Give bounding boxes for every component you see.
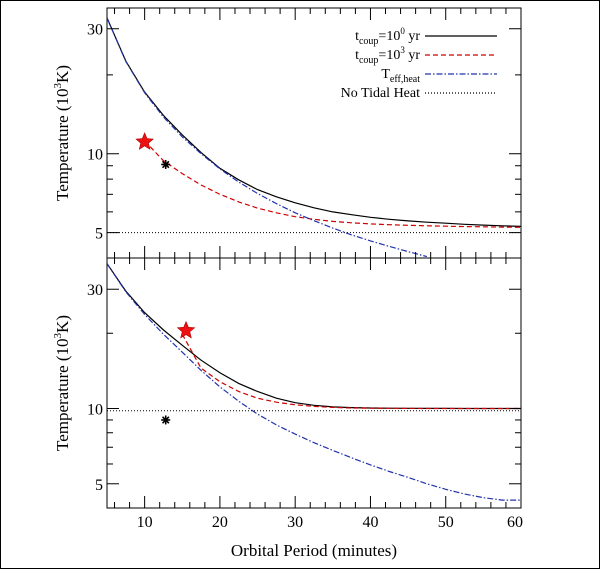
xtick-label-4: 50 <box>438 514 454 531</box>
top-ytick-label-2: 30 <box>87 22 103 39</box>
xtick-label-1: 20 <box>212 514 228 531</box>
bottom-series-line-2 <box>107 263 521 501</box>
bottom-series-group <box>107 263 521 501</box>
top-ticks-group: 5 10 30 <box>87 8 522 258</box>
bottom-y-axis-label: Temperature (103K) <box>52 315 72 451</box>
top-star-marker <box>135 132 154 150</box>
bottom-ytick-label-1: 10 <box>87 402 103 419</box>
top-series-group <box>107 17 521 258</box>
bottom-plot-frame <box>106 257 522 509</box>
bottom-star-marker <box>176 320 196 339</box>
xtick-label-5: 60 <box>507 514 523 531</box>
x-axis-label: Orbital Period (minutes) <box>231 541 397 560</box>
xtick-label-0: 10 <box>137 514 153 531</box>
top-asterisk-marker <box>161 159 171 169</box>
bottom-series-line-1 <box>181 334 521 410</box>
bottom-markers-group <box>161 320 196 425</box>
top-ytick-label-1: 10 <box>87 147 103 164</box>
bottom-asterisk-marker <box>161 415 171 425</box>
top-series-line-2 <box>107 17 428 258</box>
legend-label-3: No Tidal Heat <box>341 86 420 101</box>
bottom-ytick-label-2: 30 <box>87 282 103 299</box>
bottom-ticks-group: 5 10 30 10 20 30 40 50 60 <box>87 258 523 531</box>
top-series-line-1 <box>144 140 521 228</box>
bottom-ytick-label-0: 5 <box>95 477 103 494</box>
legend-label-1: tcoup=103 yr <box>355 45 420 66</box>
legend-entry-3: No Tidal Heat <box>341 86 497 101</box>
legend-box <box>313 22 509 98</box>
top-ytick-label-0: 5 <box>95 226 103 243</box>
top-series-line-0 <box>107 17 521 227</box>
bottom-panel: 5 10 30 10 20 30 40 50 60 Temperature (103K) Orb… <box>52 257 523 560</box>
legend-entry-0: tcoup=100 yr <box>355 26 497 47</box>
xtick-label-2: 30 <box>287 514 303 531</box>
legend-entry-1: tcoup=103 yr <box>355 45 497 66</box>
legend-label-2: Teff,heat <box>381 67 420 85</box>
legend-label-0: tcoup=100 yr <box>355 26 420 47</box>
top-markers-group <box>135 132 171 169</box>
top-panel: 5 10 30 Temperature (103K) tcoup=100 yrtco… <box>52 7 522 259</box>
xtick-label-3: 40 <box>362 514 378 531</box>
legend-entry-2: Teff,heat <box>381 67 497 85</box>
top-y-axis-label: Temperature (103K) <box>52 65 72 201</box>
